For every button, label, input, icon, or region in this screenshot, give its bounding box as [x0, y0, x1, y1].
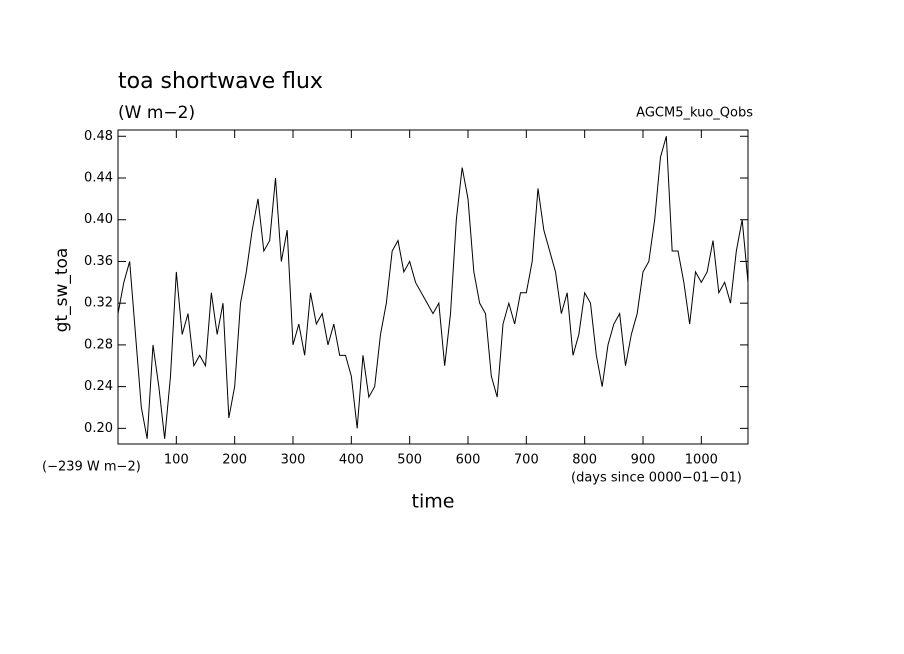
chart-title: toa shortwave flux — [118, 69, 323, 94]
y-axis-label: gt_sw_toa — [52, 248, 72, 333]
x-tick-label: 900 — [631, 453, 656, 468]
y-tick-label: 0.40 — [84, 212, 113, 227]
y-tick-label: 0.44 — [84, 170, 113, 185]
x-tick-label: 800 — [572, 453, 597, 468]
annotation: AGCM5_kuo_Qobs — [636, 106, 753, 121]
data-line — [117, 136, 749, 439]
annotation: (−239 W m−2) — [42, 460, 141, 475]
x-tick-label: 300 — [281, 453, 306, 468]
y-tick-label: 0.36 — [84, 254, 113, 269]
chart-subtitle: (W m−2) — [118, 103, 195, 123]
x-tick-label: 100 — [164, 453, 189, 468]
y-tick-label: 0.48 — [84, 129, 113, 144]
x-tick-label: 200 — [222, 453, 247, 468]
annotation: (days since 0000−01−01) — [571, 471, 742, 486]
y-tick-label: 0.28 — [84, 337, 113, 352]
y-tick-label: 0.24 — [84, 379, 113, 394]
x-tick-label: 400 — [339, 453, 364, 468]
y-tick-label: 0.32 — [84, 296, 113, 311]
plot-frame — [117, 129, 749, 445]
x-axis-label: time — [412, 491, 455, 513]
x-tick-label: 500 — [397, 453, 422, 468]
x-tick-label: 700 — [514, 453, 539, 468]
x-tick-label: 600 — [456, 453, 481, 468]
y-tick-label: 0.20 — [84, 421, 113, 436]
x-tick-label: 1000 — [685, 453, 718, 468]
